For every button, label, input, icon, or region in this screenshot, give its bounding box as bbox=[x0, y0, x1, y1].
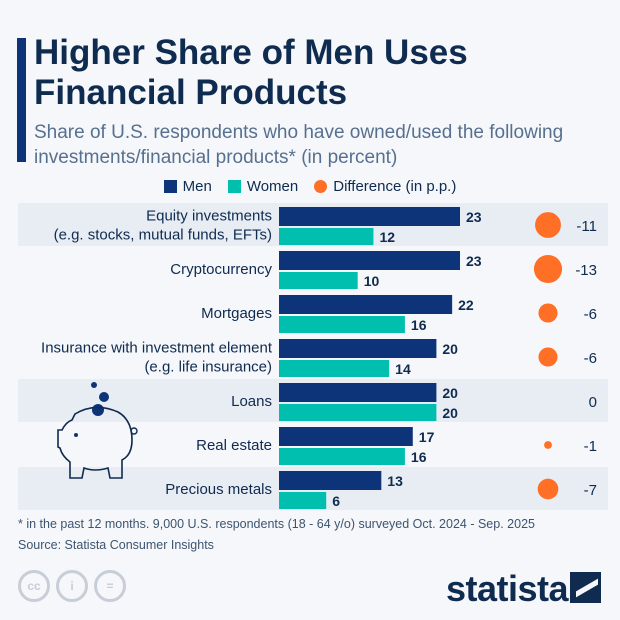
category-label: (e.g. stocks, mutual funds, EFTs) bbox=[54, 227, 272, 244]
category-label: Insurance with investment element bbox=[41, 340, 273, 357]
value-label-women: 20 bbox=[442, 405, 458, 421]
value-label-men: 23 bbox=[466, 253, 482, 269]
chart-title: Higher Share of Men Uses Financial Produ… bbox=[34, 33, 468, 112]
bar-men bbox=[279, 383, 437, 402]
bar-men bbox=[279, 427, 413, 446]
legend-men: Men bbox=[163, 178, 212, 195]
difference-label: -1 bbox=[584, 438, 597, 455]
category-label: Precious metals bbox=[165, 481, 272, 498]
bar-women bbox=[279, 272, 358, 289]
difference-label: -6 bbox=[584, 350, 597, 367]
bar-women bbox=[279, 448, 405, 465]
difference-label: 0 bbox=[589, 394, 597, 411]
category-label: Mortgages bbox=[201, 305, 272, 322]
chart-subtitle: Share of U.S. respondents who have owned… bbox=[34, 122, 564, 168]
value-label-men: 13 bbox=[387, 473, 403, 489]
value-label-women: 14 bbox=[395, 361, 411, 377]
difference-bubble bbox=[538, 347, 558, 367]
by-license-icon: i bbox=[56, 570, 88, 602]
bar-women bbox=[279, 404, 437, 421]
difference-bubble bbox=[538, 303, 558, 323]
difference-label: -7 bbox=[584, 482, 597, 499]
bar-men bbox=[279, 295, 453, 314]
category-label: (e.g. life insurance) bbox=[144, 359, 272, 376]
bar-women bbox=[279, 492, 327, 509]
legend: Men Women Difference (in p.p.) bbox=[0, 178, 620, 195]
category-label: Cryptocurrency bbox=[170, 261, 272, 278]
legend-women: Women bbox=[227, 178, 299, 195]
legend-women-swatch bbox=[227, 180, 241, 193]
value-label-men: 17 bbox=[419, 429, 435, 445]
difference-label: -11 bbox=[576, 218, 597, 235]
bar-men bbox=[279, 207, 461, 226]
source: Source: Statista Consumer Insights bbox=[18, 538, 214, 552]
value-label-women: 16 bbox=[411, 449, 427, 465]
value-label-women: 10 bbox=[364, 273, 380, 289]
difference-label: -13 bbox=[575, 262, 597, 279]
statista-logo: statista bbox=[446, 568, 569, 610]
legend-difference-swatch bbox=[314, 180, 328, 193]
value-label-women: 16 bbox=[411, 317, 427, 333]
value-label-women: 12 bbox=[379, 229, 395, 245]
bar-women bbox=[279, 360, 390, 377]
brand-text: statista bbox=[446, 568, 569, 609]
difference-label: -6 bbox=[584, 306, 597, 323]
footnote: * in the past 12 months. 9,000 U.S. resp… bbox=[18, 517, 535, 531]
value-label-men: 23 bbox=[466, 209, 482, 225]
difference-bubble bbox=[535, 212, 561, 238]
difference-bubble bbox=[533, 254, 563, 284]
value-label-women: 6 bbox=[332, 493, 340, 509]
bar-women bbox=[279, 316, 405, 333]
value-label-men: 22 bbox=[458, 297, 474, 313]
category-label: Loans bbox=[231, 393, 272, 410]
difference-bubble bbox=[544, 441, 552, 449]
legend-women-label: Women bbox=[246, 178, 299, 195]
legend-men-label: Men bbox=[182, 178, 212, 195]
bar-men bbox=[279, 471, 382, 490]
title-accent-bar bbox=[17, 38, 26, 162]
category-label: Real estate bbox=[196, 437, 272, 454]
bar-women bbox=[279, 228, 374, 245]
bar-men bbox=[279, 339, 437, 358]
piggy-bank-icon bbox=[57, 382, 138, 479]
cc-license-icon: cc bbox=[18, 570, 50, 602]
legend-men-swatch bbox=[163, 180, 177, 193]
bar-men bbox=[279, 251, 461, 270]
category-label: Equity investments bbox=[146, 208, 272, 225]
value-label-men: 20 bbox=[442, 341, 458, 357]
value-label-men: 20 bbox=[442, 385, 458, 401]
legend-difference-label: Difference (in p.p.) bbox=[333, 178, 457, 195]
legend-difference: Difference (in p.p.) bbox=[314, 178, 456, 195]
nd-license-icon: = bbox=[94, 570, 126, 602]
statista-logo-mark-icon bbox=[570, 572, 601, 603]
difference-bubble bbox=[537, 478, 559, 500]
